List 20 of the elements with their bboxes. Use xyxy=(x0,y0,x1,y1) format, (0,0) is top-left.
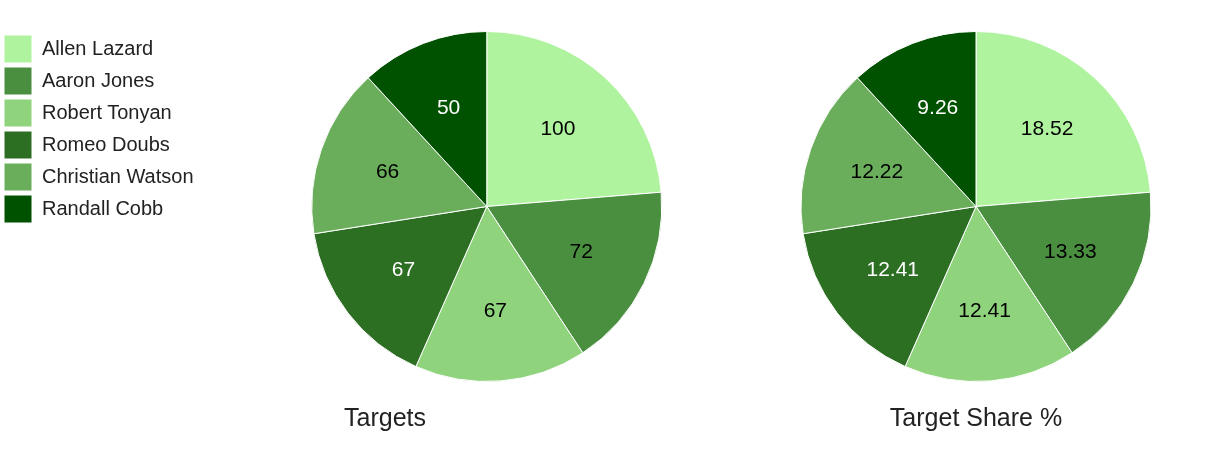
legend-label: Randall Cobb xyxy=(42,196,164,219)
data-label: 66 xyxy=(375,158,400,182)
text: Targets xyxy=(344,402,426,431)
legend-label: Christian Watson xyxy=(42,164,194,187)
text: Target Share % xyxy=(889,402,1063,431)
data-label: 67 xyxy=(391,257,416,281)
legend-label: Aaron Jones xyxy=(42,68,155,91)
legend-label: Robert Tonyan xyxy=(42,100,172,123)
data-label: 100 xyxy=(540,116,576,140)
data-label: 12.41 xyxy=(958,297,1011,321)
data-label: 67 xyxy=(483,297,508,321)
data-label: 72 xyxy=(569,239,593,263)
legend-label: Allen Lazard xyxy=(42,36,154,59)
data-label: 9.26 xyxy=(917,95,959,119)
data-label: 50 xyxy=(436,95,461,119)
data-label: 12.22 xyxy=(850,158,904,182)
data-label: 18.52 xyxy=(1020,116,1074,140)
data-label: 13.33 xyxy=(1044,239,1097,263)
legend-label: Romeo Doubs xyxy=(42,132,170,155)
data-label: 12.41 xyxy=(866,257,920,281)
